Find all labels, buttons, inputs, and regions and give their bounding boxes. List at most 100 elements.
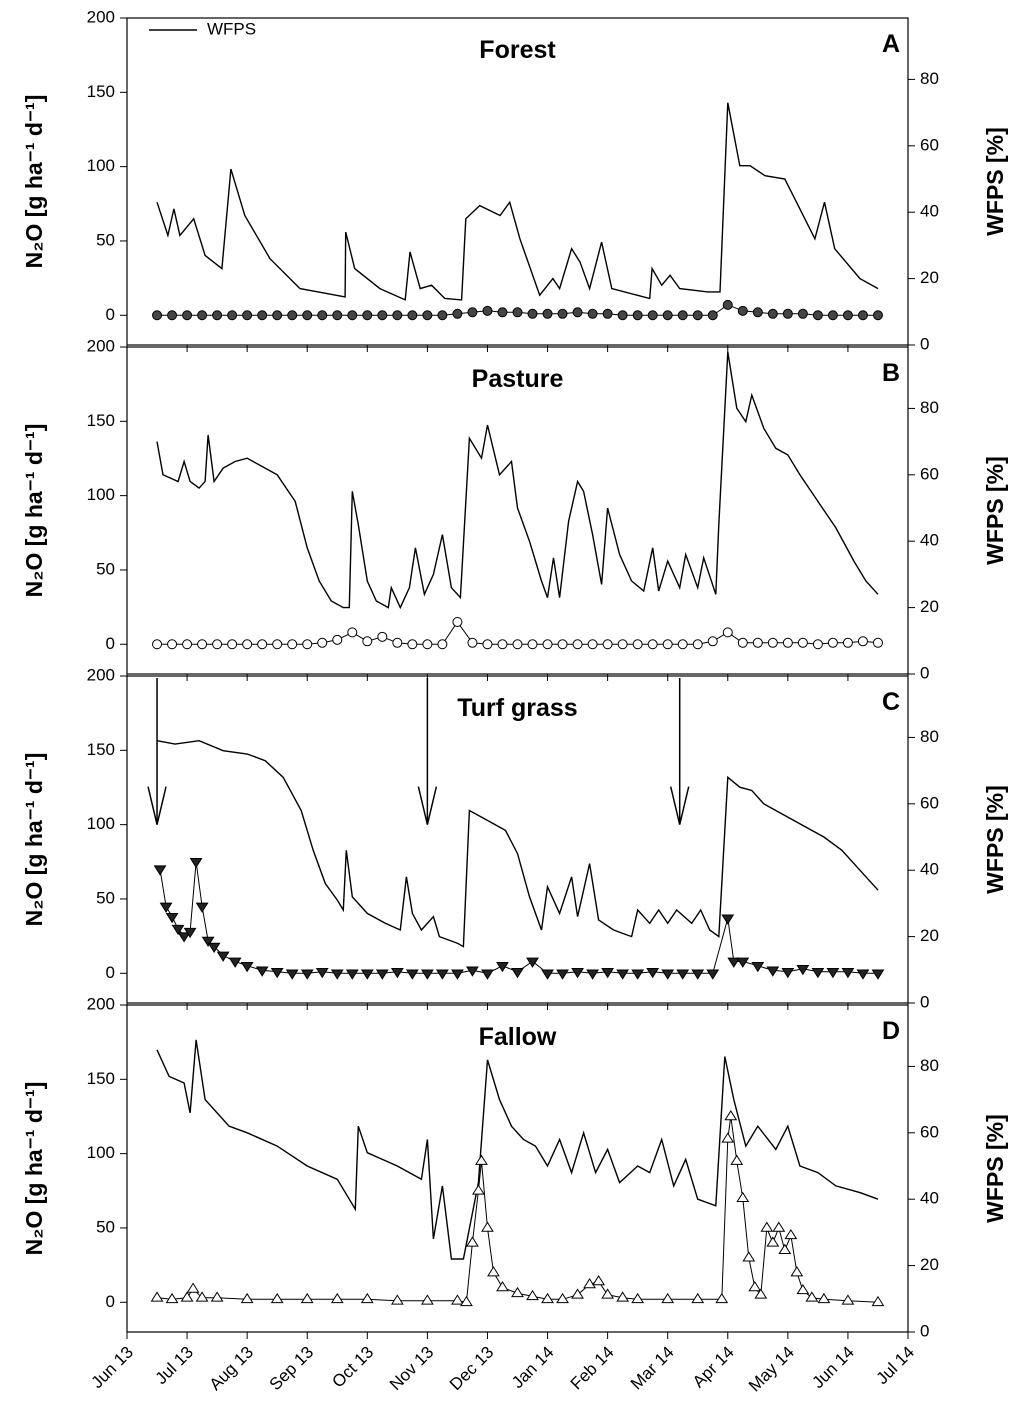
y2-tick-label: 40 — [920, 202, 939, 221]
n2o-marker — [330, 1292, 344, 1304]
n2o-marker — [782, 637, 793, 648]
n2o-marker — [497, 639, 508, 650]
n2o-marker — [592, 1275, 606, 1286]
n2o-marker — [542, 639, 553, 650]
n2o-marker — [632, 639, 643, 650]
n2o-marker — [197, 310, 208, 321]
n2o-marker — [300, 1292, 314, 1304]
n2o-marker — [662, 639, 673, 650]
n2o-marker — [212, 639, 223, 650]
y2-axis-label: WFPS [%] — [982, 127, 1008, 236]
n2o-marker — [742, 1251, 756, 1262]
n2o-marker — [841, 1294, 855, 1305]
n2o-marker — [242, 310, 253, 321]
y2-tick-label: 40 — [920, 531, 939, 550]
n2o-marker — [571, 1288, 584, 1299]
n2o-marker — [872, 637, 883, 648]
panel: 0 50 100 150 200 0 20 40 60 80 N₂O [g ha⁻¹ d⁻¹] WFP… — [21, 336, 1008, 682]
n2o-marker — [676, 969, 690, 980]
n2o-marker — [586, 969, 599, 980]
y-tick-label: 50 — [96, 888, 115, 907]
n2o-marker — [436, 969, 449, 980]
y2-tick-label: 40 — [920, 860, 939, 879]
n2o-marker — [790, 1266, 804, 1277]
n2o-marker — [812, 310, 823, 321]
n2o-marker — [871, 1295, 885, 1307]
n2o-marker — [183, 927, 197, 939]
n2o-marker — [587, 639, 598, 650]
n2o-marker — [228, 957, 242, 968]
y2-tick-label: 40 — [920, 1189, 939, 1208]
n2o-marker — [721, 914, 735, 925]
n2o-marker — [766, 966, 780, 977]
x-tick-label: Jun 14 — [808, 1343, 858, 1393]
y2-tick-label: 20 — [920, 1255, 939, 1274]
n2o-marker — [736, 957, 750, 968]
n2o-marker — [332, 634, 343, 645]
y2-tick-label: 60 — [920, 464, 939, 483]
n2o-marker — [871, 969, 885, 980]
n2o-marker — [646, 967, 660, 979]
n2o-marker — [159, 902, 173, 913]
n2o-connector — [159, 861, 878, 974]
n2o-marker — [467, 637, 478, 648]
n2o-marker — [377, 631, 388, 642]
x-tick-label: Apr 14 — [689, 1343, 738, 1392]
n2o-marker — [722, 299, 733, 310]
n2o-marker — [257, 310, 268, 321]
n2o-marker — [287, 639, 298, 650]
y2-axis-label: WFPS [%] — [982, 456, 1008, 565]
y2-tick-label: 80 — [920, 727, 939, 746]
n2o-marker — [347, 627, 358, 638]
x-tick-label: Jul 14 — [872, 1343, 918, 1389]
y2-tick-label: 80 — [920, 398, 939, 417]
y2-tick-label: 0 — [920, 663, 929, 682]
n2o-marker — [420, 1294, 434, 1305]
n2o-marker — [195, 902, 209, 913]
n2o-marker — [451, 1294, 464, 1305]
y2-tick-label: 20 — [920, 268, 939, 287]
panel-title: Turf grass — [457, 694, 577, 722]
n2o-marker — [212, 310, 223, 321]
y-tick-label: 50 — [96, 230, 115, 249]
n2o-marker — [748, 1280, 762, 1292]
n2o-marker — [602, 308, 613, 319]
n2o-marker — [811, 967, 825, 979]
n2o-marker — [345, 969, 359, 980]
n2o-marker — [153, 865, 167, 876]
plot-frame — [126, 17, 909, 346]
n2o-marker — [240, 962, 254, 973]
n2o-marker — [601, 967, 615, 979]
n2o-marker — [287, 310, 298, 321]
n2o-marker — [737, 305, 748, 316]
x-tick-label: Oct 13 — [328, 1343, 377, 1392]
n2o-marker — [377, 310, 388, 321]
n2o-marker — [631, 1292, 645, 1304]
n2o-marker — [631, 969, 645, 980]
n2o-marker — [285, 969, 299, 980]
n2o-marker — [542, 308, 553, 319]
panel-title: Fallow — [479, 1023, 557, 1051]
y-axis-label: N₂O [g ha⁻¹ d⁻¹] — [21, 424, 47, 598]
n2o-marker — [857, 636, 868, 647]
n2o-marker — [752, 307, 763, 318]
n2o-marker — [796, 1283, 810, 1295]
n2o-marker — [407, 310, 418, 321]
y2-tick-label: 80 — [920, 69, 939, 88]
n2o-marker — [556, 969, 569, 980]
n2o-marker — [152, 639, 163, 650]
n2o-marker — [466, 966, 479, 977]
n2o-marker — [706, 969, 720, 980]
panel-title: Pasture — [472, 365, 564, 393]
n2o-marker — [207, 942, 221, 953]
n2o-marker — [466, 1236, 479, 1247]
n2o-marker — [730, 1154, 744, 1165]
y-tick-label: 0 — [106, 634, 115, 653]
n2o-marker — [526, 1289, 539, 1301]
n2o-marker — [437, 310, 448, 321]
y-tick-label: 0 — [106, 1292, 115, 1311]
n2o-marker — [827, 310, 838, 321]
n2o-marker — [315, 967, 329, 979]
y2-tick-label: 20 — [920, 597, 939, 616]
wfps-line — [156, 102, 879, 301]
